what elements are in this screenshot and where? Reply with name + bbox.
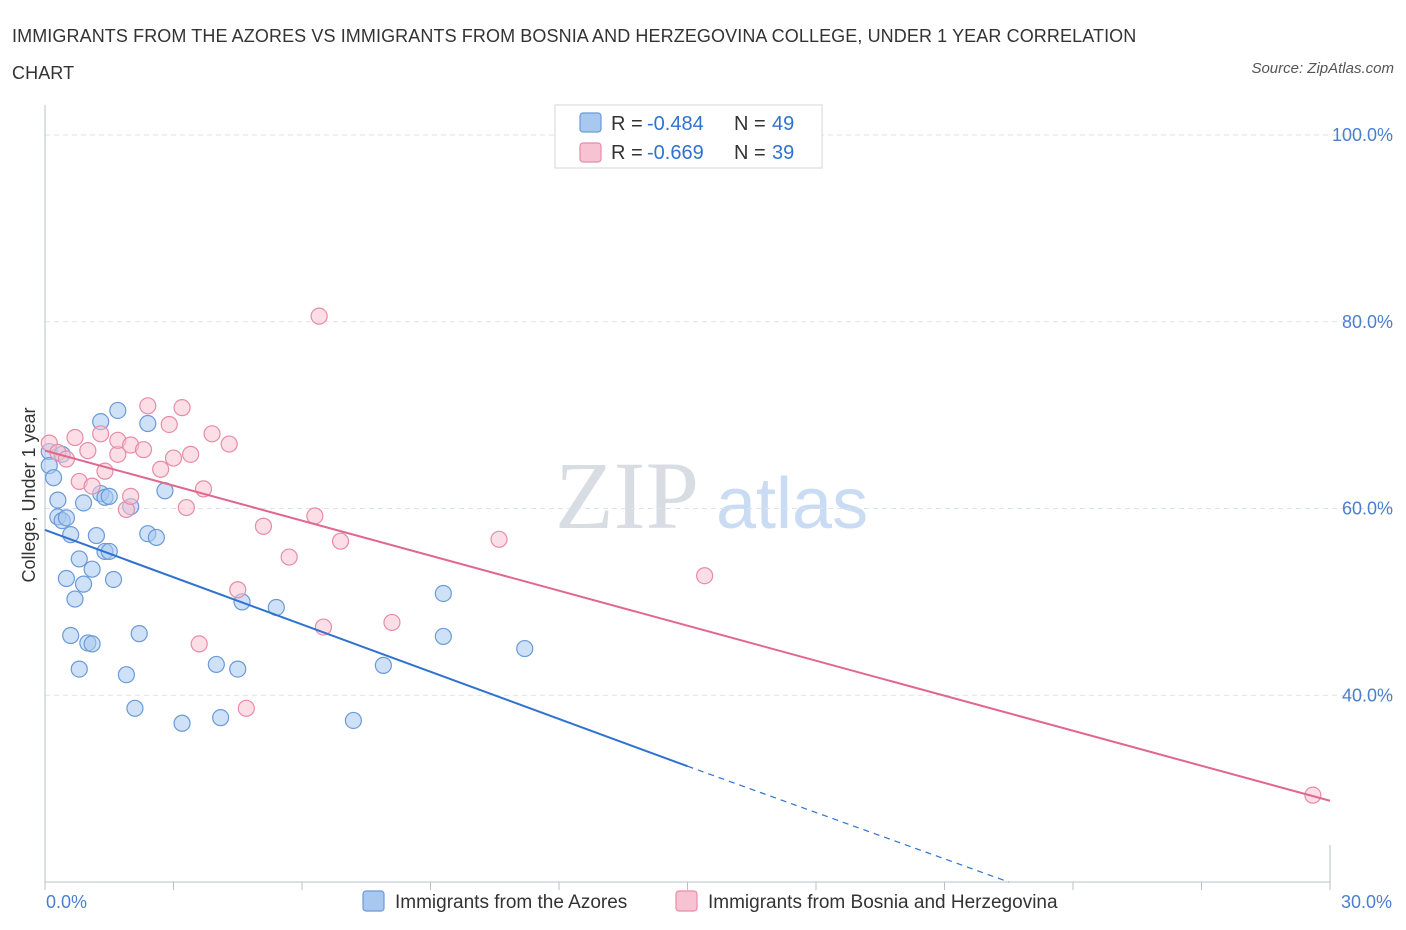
azores-point: [83, 635, 101, 653]
bottom-legend-label-bosnia: Immigrants from Bosnia and Herzegovina: [708, 892, 1058, 913]
azores-point: [70, 550, 88, 568]
azores-point: [117, 666, 135, 684]
azores-point: [212, 709, 230, 727]
azores-point: [109, 401, 127, 420]
azores-point: [83, 560, 101, 578]
grid: [45, 134, 1395, 696]
bosnia-point: [190, 635, 208, 653]
legend-swatch-azores: [579, 112, 602, 133]
data-points: [40, 307, 1322, 804]
legend-box: R = -0.484 N = 49 R = -0.669 N = 39: [554, 104, 823, 169]
azores-point: [126, 699, 144, 717]
azores-point: [57, 509, 76, 527]
azores-point: [139, 414, 157, 433]
azores-point: [74, 494, 93, 512]
azores-point: [147, 528, 165, 547]
azores-point: [70, 660, 88, 678]
bosnia-point: [182, 445, 200, 463]
bosnia-point: [280, 548, 298, 566]
azores-point: [57, 569, 76, 588]
bosnia-trend-line: [44, 449, 1331, 802]
bosnia-point: [237, 699, 255, 717]
bosnia-point: [152, 460, 170, 478]
watermark-atlas: atlas: [716, 464, 868, 544]
y-tick-label: 80.0%: [1342, 312, 1393, 332]
azores-point: [74, 575, 93, 593]
bottom-legend: Immigrants from the Azores Immigrants fr…: [362, 890, 1058, 913]
legend-azores-r-value: -0.484: [647, 113, 704, 135]
bosnia-point: [139, 397, 157, 415]
bosnia-point: [383, 613, 401, 632]
bosnia-point: [177, 498, 195, 517]
azores-point: [130, 625, 148, 643]
y-axis-title: College, Under 1 year: [19, 407, 39, 582]
azores-point: [207, 655, 225, 674]
y-tick-label: 100.0%: [1332, 125, 1393, 145]
bosnia-point: [173, 399, 191, 417]
azores-point: [434, 584, 452, 603]
bottom-legend-swatch-azores: [362, 890, 385, 912]
bosnia-point: [310, 307, 328, 325]
bosnia-point: [164, 449, 183, 467]
legend-bosnia-n-value: 39: [772, 142, 794, 164]
legend-bosnia-r-value: -0.669: [647, 142, 704, 164]
azores-point: [66, 590, 84, 608]
bottom-legend-label-azores: Immigrants from the Azores: [395, 892, 627, 913]
bosnia-point: [306, 507, 324, 525]
azores-point: [44, 469, 63, 487]
azores-point: [229, 660, 247, 678]
bosnia-point: [254, 517, 273, 535]
azores-trend-line: [44, 529, 688, 768]
azores-point: [173, 714, 191, 732]
source-label: Source: ZipAtlas.com: [1251, 60, 1394, 77]
bosnia-point: [160, 415, 178, 434]
legend-bosnia-n-label: N =: [734, 142, 766, 164]
azores-trend-extension: [687, 765, 1009, 883]
bosnia-point: [331, 532, 350, 550]
axes: 40.0% 60.0% 80.0% 100.0%: [44, 105, 1393, 890]
bosnia-point: [696, 567, 714, 585]
azores-point: [87, 526, 106, 545]
azores-point: [100, 487, 118, 505]
bosnia-point: [92, 425, 110, 443]
watermark-zip: ZIP: [555, 442, 699, 549]
legend-azores-r-label: R =: [611, 113, 643, 135]
chart-title: IMMIGRANTS FROM THE AZORES VS IMMIGRANTS…: [12, 26, 1137, 83]
bosnia-point: [57, 450, 76, 468]
bosnia-point: [220, 435, 238, 453]
bosnia-point: [79, 442, 97, 460]
azores-point: [62, 626, 80, 645]
azores-point: [516, 639, 534, 658]
bosnia-point: [490, 530, 508, 548]
y-tick-label: 40.0%: [1342, 685, 1393, 705]
y-tick-label: 60.0%: [1342, 499, 1393, 519]
bosnia-point: [122, 487, 140, 505]
trend-lines: [44, 449, 1331, 883]
azores-point: [49, 491, 67, 509]
legend-azores-n-value: 49: [772, 113, 794, 135]
bosnia-point: [134, 441, 153, 459]
bosnia-point: [66, 428, 84, 447]
legend-bosnia-r-label: R =: [611, 142, 643, 164]
x-tick-label-min: 0.0%: [46, 892, 87, 912]
azores-point: [344, 711, 362, 730]
azores-point: [104, 570, 123, 589]
azores-point: [434, 627, 452, 646]
legend-azores-n-label: N =: [734, 113, 766, 135]
legend-swatch-bosnia: [579, 142, 602, 163]
bosnia-point: [83, 477, 101, 495]
azores-point: [374, 656, 392, 674]
x-tick-label-max: 30.0%: [1341, 892, 1392, 912]
bottom-legend-swatch-bosnia: [675, 890, 698, 912]
bosnia-point: [229, 581, 247, 599]
bosnia-point: [203, 425, 221, 443]
